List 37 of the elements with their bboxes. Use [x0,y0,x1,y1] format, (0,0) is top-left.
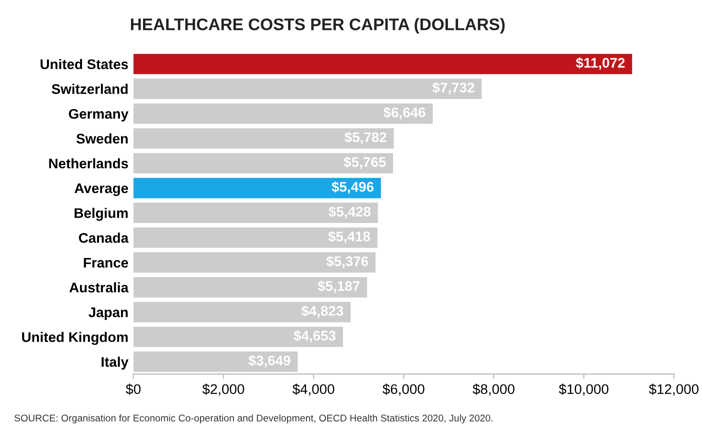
y-tick-label: Belgium [74,208,128,221]
x-tick-label: $6,000 [382,384,424,396]
source-note: SOURCE: Organisation for Economic Co-operation and Development, OECD Health Statistics 2020, July 2020. [14,414,492,424]
y-tick-label: Germany [68,108,128,122]
bar [133,352,298,372]
bar [133,326,343,348]
bar [133,202,378,224]
y-tick-label: Australia [69,282,129,292]
bar [133,252,376,273]
y-tick-label: Japan [88,308,128,320]
y-tick-label: Italy [102,356,128,370]
y-tick-label: Average [74,183,128,196]
bar [133,103,433,124]
bar [133,178,381,198]
x-tick-label: $8,000 [472,384,514,396]
y-tick-label: United States [40,58,128,70]
bar [133,54,632,74]
bar [133,277,368,298]
x-tick-label: $2,000 [202,384,244,396]
x-tick-label: $10,000 [558,384,608,396]
bar [133,128,394,149]
data-label: $5,496 [332,181,374,194]
y-tick-label: Switzerland [52,84,128,94]
y-tick-label: United Kingdom [22,332,128,345]
y-tick-label: France [84,258,128,268]
y-tick-label: Canada [78,232,129,243]
x-tick-label: $12,000 [648,384,698,396]
chart-title: HEALTHCARE COSTS PER CAPITA (DOLLARS) [130,18,505,34]
y-tick-label: Netherlands [49,158,128,168]
bar [133,153,394,174]
y-tick-label: Sweden [76,133,128,144]
bar [133,302,351,322]
bar [133,227,378,248]
data-label: $11,072 [576,57,625,70]
x-tick-label: $0 [126,384,141,395]
x-tick-label: $4,000 [292,384,334,396]
bar [133,78,482,99]
